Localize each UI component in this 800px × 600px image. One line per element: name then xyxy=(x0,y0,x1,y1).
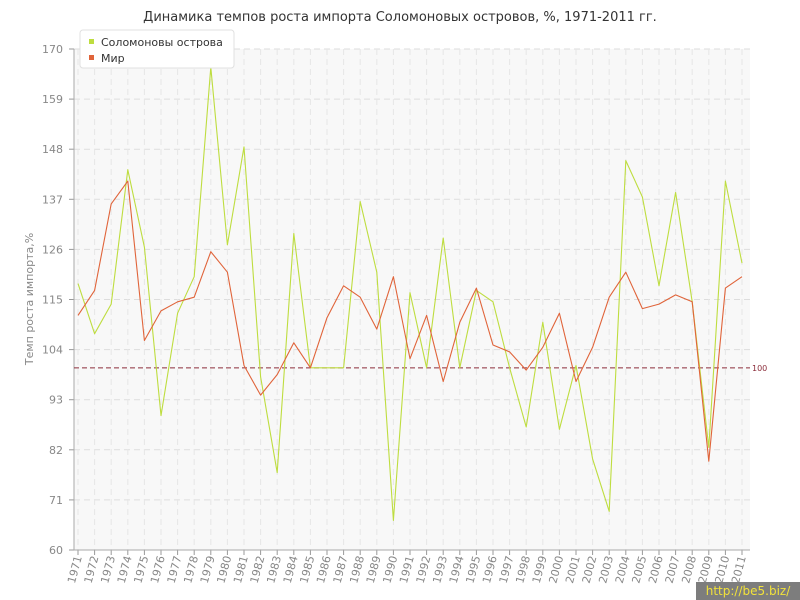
y-tick-label: 137 xyxy=(42,193,63,206)
legend-entry-solomon: Соломоновы острова xyxy=(101,36,223,49)
x-tick-label: 2011 xyxy=(729,554,749,584)
y-tick-label: 126 xyxy=(42,243,63,256)
watermark[interactable]: http://be5.biz/ xyxy=(696,582,800,600)
x-tick-labels: 1971197219731974197519761977197819791980… xyxy=(65,554,749,584)
y-tick-label: 159 xyxy=(42,93,63,106)
legend-marker-solomon xyxy=(89,39,94,44)
y-tick-label: 82 xyxy=(49,444,63,457)
y-tick-label: 148 xyxy=(42,143,63,156)
legend-marker-world xyxy=(89,55,94,60)
axes xyxy=(69,48,750,555)
legend-box xyxy=(79,29,235,69)
y-tick-label: 170 xyxy=(42,43,63,56)
chart-title: Динамика темпов роста импорта Соломоновы… xyxy=(143,10,657,25)
series-line-world xyxy=(77,180,743,462)
y-tick-label: 60 xyxy=(49,544,63,557)
y-tick-label: 115 xyxy=(42,294,63,307)
y-tick-label: 71 xyxy=(49,494,63,507)
legend: Соломоновы острова Мир xyxy=(79,29,235,69)
reference-line-100: 100 xyxy=(74,364,767,373)
y-axis-label: Темп роста импорта,% xyxy=(23,233,36,366)
reference-line-label: 100 xyxy=(752,364,767,373)
grid-lines xyxy=(74,48,750,551)
series-lines xyxy=(77,66,743,521)
y-tick-label: 93 xyxy=(49,394,63,407)
legend-entry-world: Мир xyxy=(101,52,125,65)
y-tick-label: 104 xyxy=(42,344,63,357)
y-tick-labels: 170 159 148 137 126 115 104 93 82 71 60 xyxy=(42,43,63,557)
series-line-solomon-islands xyxy=(77,66,743,521)
